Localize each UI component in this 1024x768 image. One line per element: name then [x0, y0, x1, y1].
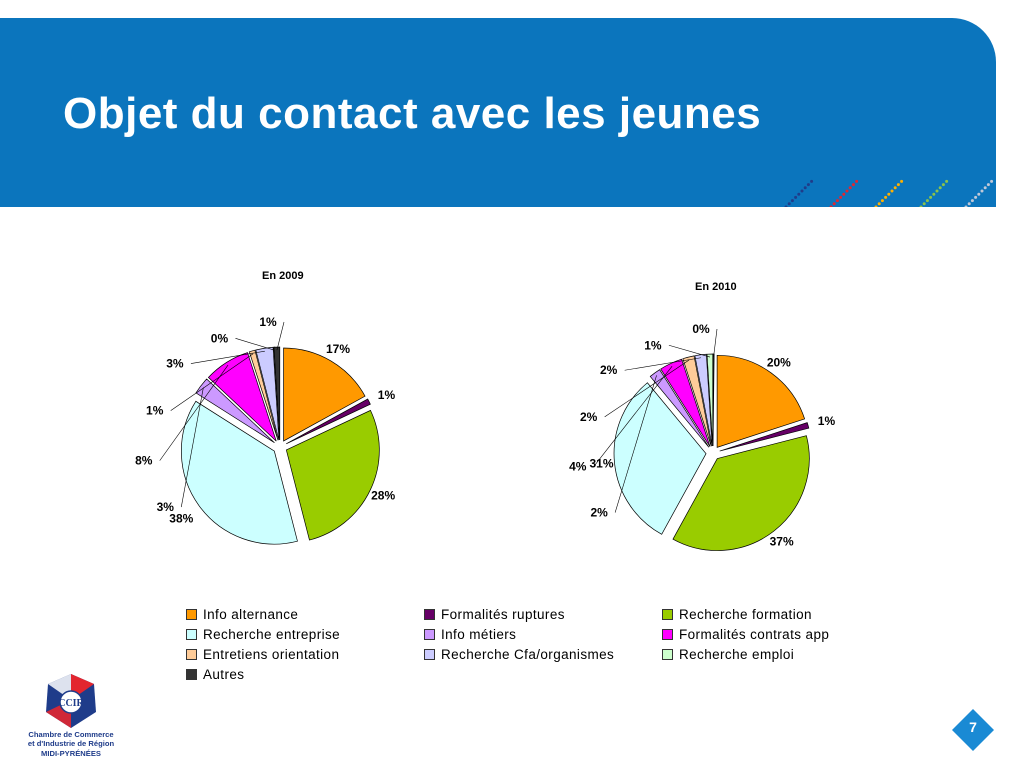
- pie-2010-label-recherche-cfa: 2%: [600, 363, 618, 377]
- pie-2009-slice-info-alternance: [283, 347, 366, 442]
- pie-2010-label-autres: 0%: [692, 322, 710, 336]
- legend-item: Recherche Cfa/organismes: [424, 644, 614, 664]
- pie-2010-slice-info-metiers: [649, 369, 710, 448]
- pie-2009-leader-line-autres: [276, 321, 285, 351]
- pie-2010-label-info-metiers: 2%: [590, 506, 608, 520]
- legend-item: Recherche formation: [662, 604, 812, 624]
- pie-2010-leader-line-recherche-cfa: [624, 357, 702, 371]
- pie-2009-label-autres: 1%: [259, 315, 277, 329]
- pie-2010-label-recherche-emploi: 1%: [644, 338, 662, 352]
- pie-2009-slice-autres: [273, 346, 281, 441]
- legend-label: Info métiers: [441, 626, 517, 642]
- svg-text:CCIR: CCIR: [58, 698, 84, 709]
- pie-2009-label-formalites-contrats: 8%: [135, 454, 153, 468]
- pie-2010-slice-recherche-formation: [672, 435, 810, 551]
- logo-line-3: MIDI-PYRÉNÉES: [41, 749, 101, 758]
- legend-item: Recherche entreprise: [186, 624, 340, 644]
- page-badge: [952, 709, 994, 751]
- pie-2010-slice-info-alternance: [716, 354, 806, 448]
- pie-2009-slice-formalites-contrats: [207, 352, 277, 442]
- pie-2009-label-recherche-emploi: 0%: [211, 331, 229, 345]
- pie-2010-leader-line-recherche-emploi: [668, 344, 711, 358]
- chart-title-2010: En 2010: [695, 281, 737, 293]
- pie-2010-slice-autres: [712, 353, 715, 447]
- pie-2009-label-recherche-entreprise: 38%: [169, 512, 193, 526]
- pie-2010-label-info-alternance: 20%: [767, 355, 791, 369]
- pie-2010-leader-line-entretiens-orientation: [604, 359, 690, 418]
- pie-2010-slice-formalites-contrats: [660, 358, 711, 447]
- header-band: Objet du contact avec les jeunes: [0, 18, 996, 207]
- cci-logo: CCIR Chambre de Commerce et d'Industrie …: [26, 672, 116, 764]
- pie-charts: 17%1%28%38%3%8%1%3%0%1%20%1%37%31%2%4%2%…: [135, 315, 836, 551]
- page-number: 7: [969, 719, 977, 735]
- pie-2009-leader-line-info-metiers: [180, 387, 204, 508]
- logo-line-1: Chambre de Commerce: [28, 730, 114, 739]
- legend-swatch: [424, 628, 435, 640]
- legend-item: Entretiens orientation: [186, 644, 339, 664]
- pie-2010-leader-line-formalites-contrats: [593, 365, 673, 467]
- legend-swatch: [424, 648, 435, 660]
- legend-item: Autres: [186, 664, 244, 684]
- legend-item: Recherche emploi: [662, 644, 794, 664]
- legend-item: Formalités contrats app: [662, 624, 829, 644]
- cci-emblem-icon: CCIR: [46, 674, 96, 728]
- pie-2009-slice-recherche-cfa: [255, 346, 280, 441]
- legend-label: Autres: [203, 666, 245, 682]
- legend-item: Info métiers: [424, 624, 516, 644]
- pie-2009-label-recherche-formation: 28%: [371, 489, 395, 503]
- legend-swatch: [186, 648, 197, 660]
- pie-2010-slice-entretiens-orientation: [682, 355, 712, 447]
- pie-2010-slice-recherche-entreprise: [613, 382, 707, 535]
- pie-2009-label-info-alternance: 17%: [326, 342, 350, 356]
- legend-label: Recherche emploi: [679, 646, 795, 662]
- legend-item: Info alternance: [186, 604, 298, 624]
- pie-2010-slice-formalites-ruptures: [719, 422, 810, 452]
- pie-2010-slice-recherche-cfa: [694, 353, 713, 447]
- slide-title: Objet du contact avec les jeunes: [63, 89, 762, 138]
- pie-2010-label-recherche-formation: 37%: [770, 534, 794, 548]
- legend-label: Entretiens orientation: [203, 646, 340, 662]
- pie-2010-label-formalites-contrats: 4%: [569, 460, 587, 474]
- legend-label: Recherche Cfa/organismes: [441, 646, 615, 662]
- chart-legend: Info alternance Formalités ruptures Recher…: [186, 604, 886, 686]
- legend-swatch: [186, 608, 197, 620]
- chart-title-2009: En 2009: [262, 270, 304, 282]
- legend-swatch: [662, 628, 673, 640]
- legend-label: Recherche entreprise: [203, 626, 341, 642]
- pie-2009-leader-line-recherche-emploi: [235, 338, 275, 351]
- pie-2009-leader-line-entretiens-orientation: [170, 353, 254, 411]
- pie-2010-leader-line-info-metiers: [614, 375, 657, 513]
- pie-2009-leader-line-formalites-contrats: [159, 364, 229, 461]
- legend-swatch: [186, 628, 197, 640]
- logo-line-2: et d'Industrie de Région: [27, 739, 115, 748]
- legend-swatch: [186, 668, 197, 680]
- legend-label: Recherche formation: [679, 606, 812, 622]
- legend-swatch: [662, 648, 673, 660]
- legend-label: Info alternance: [203, 606, 299, 622]
- legend-swatch: [662, 608, 673, 620]
- pie-2010-leader-line-autres: [713, 328, 718, 358]
- pie-2009-label-recherche-cfa: 3%: [166, 357, 184, 371]
- pie-2009-label-formalites-ruptures: 1%: [378, 388, 396, 402]
- legend-item: Formalités ruptures: [424, 604, 565, 624]
- pie-2009-slice-entretiens-orientation: [248, 349, 279, 441]
- pie-2010-label-formalites-ruptures: 1%: [818, 414, 836, 428]
- legend-swatch: [424, 608, 435, 620]
- pie-2009-leader-line-recherche-cfa: [190, 350, 265, 364]
- legend-label: Formalités contrats app: [679, 626, 830, 642]
- pie-2009-slice-formalites-ruptures: [286, 398, 371, 445]
- legend-label: Formalités ruptures: [441, 606, 565, 622]
- dot-pattern-decoration: [784, 179, 994, 207]
- pie-2009-label-info-metiers: 3%: [157, 500, 175, 514]
- pie-2009-label-entretiens-orientation: 1%: [146, 404, 164, 418]
- pie-2010-label-entretiens-orientation: 2%: [580, 410, 598, 424]
- pie-2009-slice-recherche-formation: [285, 409, 380, 541]
- pie-2010-label-recherche-entreprise: 31%: [589, 457, 613, 471]
